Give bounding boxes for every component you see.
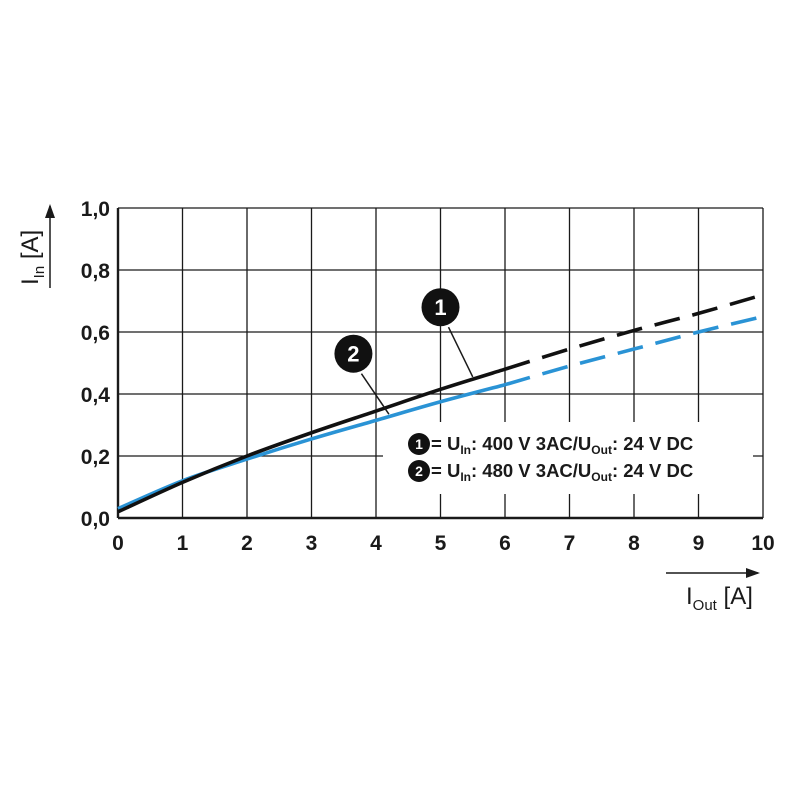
legend-entry-1: = UIn: 400 V 3AC/UOut: 24 V DC — [431, 433, 693, 457]
legend-badge-label: 1 — [415, 436, 423, 452]
y-axis-label-sub: In — [31, 266, 48, 279]
legend-mid: : 480 V 3AC/U — [471, 460, 591, 481]
y-axis-label-unit: [A] — [17, 230, 44, 266]
x-tick-label: 3 — [306, 532, 318, 555]
legend-entry-2: = UIn: 480 V 3AC/UOut: 24 V DC — [431, 460, 693, 484]
callout-2-badge-label: 2 — [347, 342, 359, 367]
y-tick-label: 0,4 — [81, 384, 111, 407]
x-axis-label-main: I — [686, 583, 693, 610]
legend-box — [383, 422, 753, 494]
x-tick-label: 7 — [564, 532, 576, 555]
x-tick-label: 8 — [628, 532, 640, 555]
legend-tail: : 24 V DC — [612, 433, 693, 454]
x-axis-label-sub: Out — [693, 597, 718, 614]
y-axis-title: IIn [A] — [17, 230, 48, 285]
series-1-line-solid — [117, 367, 506, 514]
legend-u-out-sub: Out — [591, 443, 612, 457]
y-tick-label: 0,8 — [81, 260, 111, 283]
y-axis-label: IIn [A] — [17, 230, 48, 285]
y-tick-label: 0,6 — [81, 322, 110, 345]
legend-tail: : 24 V DC — [612, 460, 693, 481]
legend-u-in-sub: In — [460, 470, 471, 484]
legend-badge-1 — [408, 433, 430, 455]
x-tick-label: 4 — [370, 532, 382, 555]
y-tick-label: 1,0 — [81, 198, 110, 221]
y-tick-label: 0,2 — [81, 446, 110, 469]
x-tick-label: 5 — [435, 532, 447, 555]
axis-titles: IIn [A]IOut [A] — [17, 204, 760, 614]
series-layer — [117, 293, 764, 514]
legend-eq: = — [431, 433, 447, 454]
x-tick-label: 2 — [241, 532, 253, 555]
x-tick-label: 0 — [112, 532, 124, 555]
legend-badge-2 — [408, 460, 430, 482]
tick-labels: 0 1 2 3 4 5 6 7 8 9 100,00,20,40,60,81,0 — [81, 198, 775, 555]
legend-u-in: U — [447, 460, 460, 481]
x-axis-label-unit: [A] — [717, 583, 753, 610]
series-2-line-dashed — [504, 314, 764, 387]
legend-badge-label: 2 — [415, 463, 423, 479]
x-axis-label: IOut [A] — [686, 583, 753, 614]
callouts: 12 — [334, 288, 474, 415]
y-tick-label: 0,0 — [81, 508, 110, 531]
legend-u-in-sub: In — [460, 443, 471, 457]
callout-1-leader — [447, 326, 474, 378]
callout-2-badge — [334, 334, 373, 373]
callout-1-badge — [421, 288, 460, 327]
callout-2-leader — [360, 373, 390, 415]
legend-u-out-sub: Out — [591, 470, 612, 484]
series-1-line-dashed — [504, 293, 764, 371]
callout-1-badge-label: 1 — [434, 295, 446, 320]
x-tick-label: 10 — [751, 532, 774, 555]
x-tick-label: 1 — [177, 532, 189, 555]
legend-mid: : 400 V 3AC/U — [471, 433, 591, 454]
legend-eq: = — [431, 460, 447, 481]
legend: 1 = UIn: 400 V 3AC/UOut: 24 V DC2 = UIn: 4… — [383, 422, 753, 494]
y-axis-label-main: I — [17, 278, 44, 285]
legend-u-in: U — [447, 433, 460, 454]
x-tick-label: 6 — [499, 532, 511, 555]
x-tick-label: 9 — [693, 532, 705, 555]
